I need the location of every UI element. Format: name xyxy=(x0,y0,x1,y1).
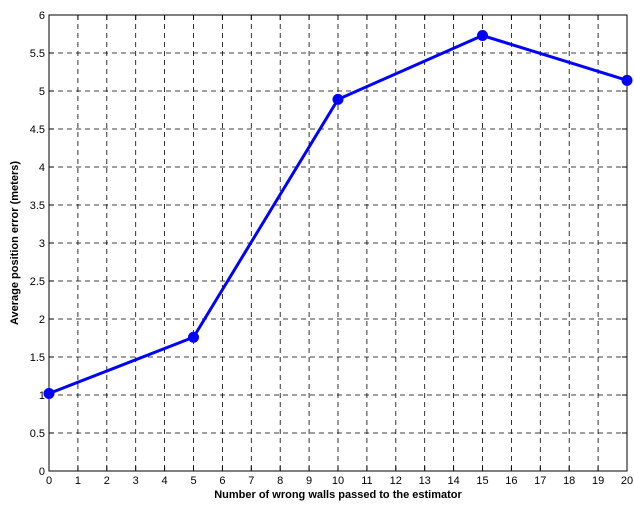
y-tick-label: 0 xyxy=(39,466,45,478)
x-tick-label: 16 xyxy=(505,475,517,487)
grid-lines xyxy=(48,14,628,472)
data-point xyxy=(477,30,488,42)
y-tick-label: 1 xyxy=(39,390,45,402)
y-tick-label: 2 xyxy=(39,314,45,326)
x-tick-label: 0 xyxy=(46,475,52,487)
x-tick-label: 18 xyxy=(563,475,575,487)
y-tick-label: 0.5 xyxy=(30,428,45,440)
x-tick-label: 10 xyxy=(332,475,344,487)
y-tick-label: 2.5 xyxy=(30,276,45,288)
y-tick-labels: 0 0.5 1 1.5 2 2.5 3 3.5 4 4.5 5 5.5 6 xyxy=(30,10,45,478)
x-tick-label: 2 xyxy=(104,475,110,487)
x-tick-label: 11 xyxy=(361,475,372,487)
x-tick-labels: 0 1 2 3 4 5 6 7 8 9 10 11 12 13 14 15 16 17 18 19 20 xyxy=(46,475,633,487)
y-tick-label: 3.5 xyxy=(30,200,45,212)
data-point xyxy=(188,331,199,343)
y-axis-title: Average position error (meters) xyxy=(9,161,21,325)
x-tick-label: 5 xyxy=(190,475,196,487)
x-tick-label: 6 xyxy=(219,475,225,487)
data-point xyxy=(332,93,344,105)
y-tick-label: 5 xyxy=(39,86,45,98)
x-tick-label: 19 xyxy=(592,475,604,487)
x-tick-label: 7 xyxy=(248,475,254,487)
x-tick-label: 17 xyxy=(534,475,546,487)
data-point xyxy=(621,74,633,86)
data-point xyxy=(43,387,55,399)
x-tick-label: 14 xyxy=(447,475,459,487)
x-tick-label: 1 xyxy=(75,475,81,487)
x-tick-label: 15 xyxy=(476,475,488,487)
x-tick-label: 20 xyxy=(621,475,633,487)
y-tick-label: 6 xyxy=(39,10,45,22)
y-tick-label: 3 xyxy=(39,238,45,250)
series-group xyxy=(43,30,633,399)
x-tick-label: 3 xyxy=(133,475,139,487)
y-tick-label: 5.5 xyxy=(30,48,45,60)
y-tick-label: 4.5 xyxy=(30,124,45,136)
x-axis-title: Number of wrong walls passed to the esti… xyxy=(214,489,462,501)
x-tick-label: 12 xyxy=(390,475,402,487)
x-tick-label: 8 xyxy=(277,475,283,487)
axis-ticks xyxy=(48,14,628,472)
y-tick-label: 4 xyxy=(39,162,45,174)
y-tick-label: 1.5 xyxy=(30,352,45,364)
x-tick-label: 4 xyxy=(162,475,168,487)
x-tick-label: 13 xyxy=(419,475,431,487)
x-tick-label: 9 xyxy=(306,475,312,487)
